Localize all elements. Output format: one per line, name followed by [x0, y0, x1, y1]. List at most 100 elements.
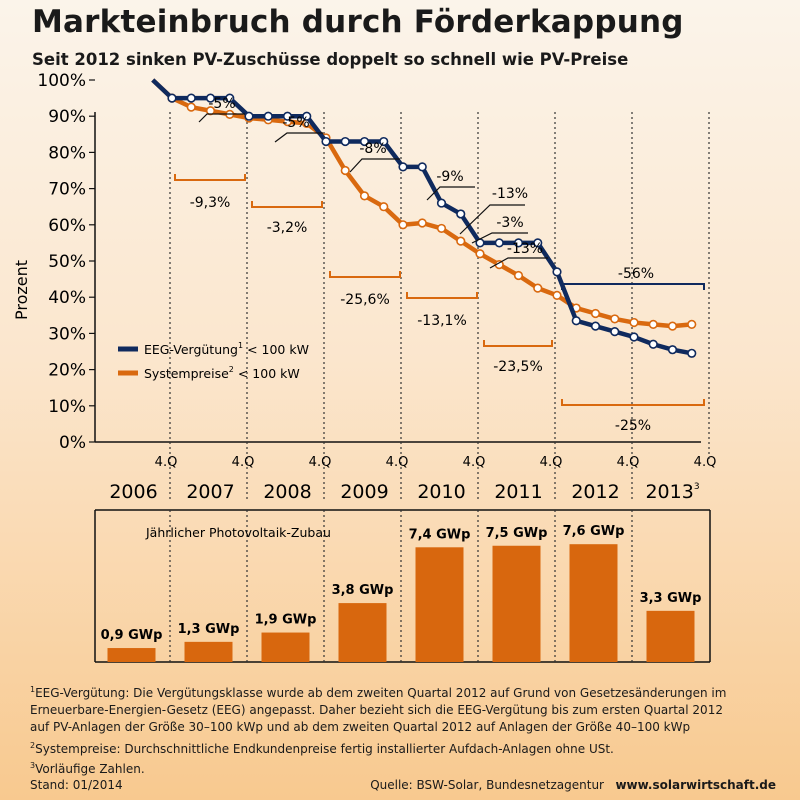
bar-value-label: 0,9 GWp	[101, 628, 163, 643]
annotation-label: -5%	[282, 115, 309, 131]
year-label: 2011	[494, 481, 542, 503]
data-point	[186, 102, 196, 112]
bar-value-label: 7,4 GWp	[409, 527, 471, 542]
data-point	[282, 111, 293, 121]
annotation-leader	[471, 232, 528, 244]
data-point	[167, 93, 177, 103]
stand-date: Stand: 01/2014	[30, 778, 123, 792]
year-label: 2009	[340, 481, 388, 503]
data-point	[225, 93, 235, 103]
data-point	[456, 236, 466, 246]
annotation-bracket	[483, 340, 553, 347]
annotation-leader	[426, 186, 475, 201]
x-tick-label: 4.Q	[232, 455, 255, 470]
data-point	[629, 317, 639, 328]
data-point	[417, 162, 427, 172]
annotation-leader	[198, 113, 245, 123]
chart-canvas: 0% 10% 20% 30% 40% 50% 60% 70% 80% 90% 100% Prozent…	[12, 71, 717, 663]
x-tick-label: 4.Q	[540, 455, 563, 470]
y-tick-label: 90%	[48, 107, 86, 127]
data-point	[610, 326, 620, 337]
data-point	[436, 198, 447, 208]
source-url[interactable]: www.solarwirtschaft.de	[615, 778, 776, 792]
data-point	[687, 348, 697, 358]
bar-value-label: 3,3 GWp	[640, 591, 702, 606]
x-tick-label: 4.Q	[386, 455, 409, 470]
year-label: 20133	[645, 481, 699, 503]
data-point	[340, 165, 350, 176]
footnote-1-line-3: auf PV-Anlagen der Größe 30–100 kWp und …	[30, 720, 691, 734]
data-point	[552, 267, 562, 277]
annotation-label: -5%	[208, 96, 235, 112]
bar-value-label: 1,9 GWp	[255, 613, 317, 628]
bar	[184, 641, 233, 662]
bar	[107, 648, 156, 662]
year-label: 2006	[109, 481, 157, 503]
annotation-label: -25,6%	[340, 292, 390, 308]
annotation-bracket	[406, 292, 478, 299]
y-tick-label: 50%	[48, 252, 86, 272]
bar-value-label: 7,6 GWp	[563, 524, 625, 539]
y-tick-label: 100%	[37, 71, 86, 91]
y-tick-label: 60%	[48, 216, 86, 236]
year-label: 2007	[186, 481, 234, 503]
year-label: 2010	[417, 481, 465, 503]
series-line-systempreise	[151, 78, 692, 329]
data-point	[340, 136, 350, 147]
annotation-bracket	[329, 271, 401, 278]
annotation-label: -13,1%	[417, 313, 467, 329]
data-point	[648, 319, 658, 329]
data-point	[533, 238, 543, 248]
data-point	[667, 321, 678, 331]
annotation-label: -8%	[359, 141, 386, 157]
data-point	[302, 111, 312, 121]
bar	[261, 632, 310, 662]
x-tick-label: 4.Q	[463, 455, 486, 470]
data-point	[552, 290, 562, 300]
year-label: 2008	[263, 481, 311, 503]
annotation-leader	[349, 158, 400, 173]
annotation-bracket	[561, 283, 705, 290]
data-point	[398, 162, 408, 172]
annotation-label: -25%	[615, 418, 651, 434]
data-point	[379, 136, 389, 147]
y-tick-label: 40%	[48, 288, 86, 308]
bar	[569, 544, 618, 662]
annotation-bracket	[251, 201, 323, 208]
source-line: Quelle: BSW-Solar, Bundesnetzagentur www…	[370, 778, 776, 792]
data-point	[417, 218, 427, 228]
data-point	[629, 332, 639, 342]
footnote-1-line-2: Erneuerbare-Energien-Gesetz (EEG) angepa…	[30, 703, 723, 717]
data-point	[398, 220, 408, 230]
data-point	[321, 136, 331, 147]
annotation-leader	[489, 257, 548, 269]
year-label: 2012	[571, 481, 619, 503]
data-point	[590, 308, 601, 319]
y-tick-label: 0%	[59, 433, 86, 453]
annotation-label: -9,3%	[190, 195, 231, 211]
data-point	[513, 270, 524, 281]
x-tick-label: 4.Q	[617, 455, 640, 470]
data-point	[263, 111, 273, 121]
annotation-label: -13%	[507, 241, 543, 257]
legend-label: Systempreise2 < 100 kW	[144, 365, 300, 381]
y-tick-label: 10%	[48, 397, 86, 417]
x-tick-label: 4.Q	[694, 455, 717, 470]
annotation-label: -3,2%	[267, 220, 308, 236]
bar	[415, 547, 464, 662]
bar	[646, 610, 695, 662]
legend-label: EEG-Vergütung1 < 100 kW	[144, 341, 309, 357]
y-tick-label: 30%	[48, 324, 86, 344]
bar	[492, 545, 541, 662]
data-point	[494, 238, 504, 248]
annotation-bracket	[561, 399, 705, 406]
x-tick-label: 4.Q	[309, 455, 332, 470]
data-point	[590, 321, 601, 331]
data-point	[186, 93, 196, 103]
annotation-label: -3%	[496, 215, 523, 231]
y-tick-label: 70%	[48, 180, 86, 200]
annotation-label: -13%	[492, 186, 528, 202]
data-point	[571, 316, 581, 326]
data-point	[610, 314, 620, 324]
annotation-bracket	[174, 174, 246, 181]
